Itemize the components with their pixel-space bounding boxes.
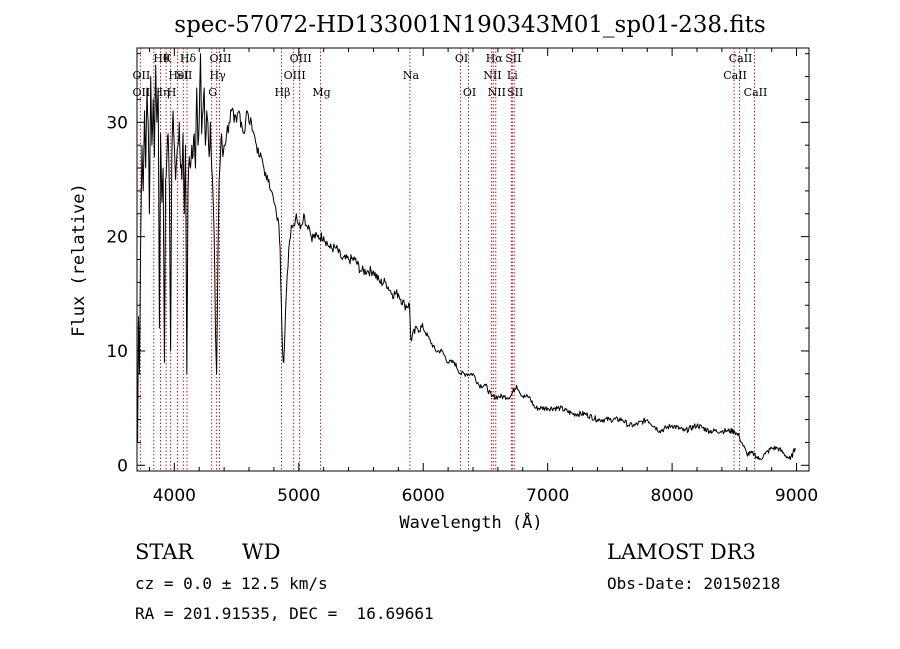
object-subclass: WD <box>242 540 280 564</box>
x-axis-ticks: 4000 5000 6000 7000 8000 9000 <box>148 48 818 506</box>
marker-label: SII <box>176 69 192 82</box>
marker-label: Mg <box>312 86 330 99</box>
marker-label: CaII <box>729 52 753 65</box>
object-type: STAR <box>135 540 194 564</box>
marker-label: Hδ <box>180 52 197 65</box>
x-tick-label: 7000 <box>526 486 569 506</box>
y-tick-label: 30 <box>106 113 128 133</box>
x-tick-label: 8000 <box>650 486 693 506</box>
marker-label: Hβ <box>275 86 291 99</box>
coordinates: RA = 201.91535, DEC = 16.69661 <box>135 604 434 623</box>
marker-label: OIII <box>209 52 231 65</box>
spectrum-line <box>137 53 796 461</box>
marker-label: Hγ <box>210 69 227 82</box>
y-tick-label: 0 <box>117 456 128 476</box>
y-tick-label: 10 <box>106 342 128 362</box>
marker-label: HeI <box>168 69 188 82</box>
x-tick-label: 5000 <box>277 486 320 506</box>
line-marker-labels: OIIOIIHθHηKHHeISIIHδGHγOIIIHβOIIIOIIIMgN… <box>133 52 768 99</box>
marker-label: SII <box>505 52 521 65</box>
survey-name: LAMOST DR3 <box>607 540 756 564</box>
observation-date: Obs-Date: 20150218 <box>607 574 780 593</box>
marker-label: CaII <box>723 69 747 82</box>
marker-label: OIII <box>284 69 306 82</box>
plot-frame <box>136 47 810 472</box>
marker-label: NII <box>483 69 501 82</box>
marker-label: CaII <box>744 86 768 99</box>
marker-label: Na <box>403 69 420 82</box>
y-axis-label: Flux (relative) <box>69 183 89 337</box>
marker-label: NII <box>488 86 506 99</box>
marker-label: H <box>167 86 177 99</box>
x-tick-label: 4000 <box>153 486 196 506</box>
y-tick-label: 20 <box>106 228 128 248</box>
marker-label: OII <box>133 69 151 82</box>
marker-label: OI <box>455 52 468 65</box>
x-tick-label: 6000 <box>402 486 445 506</box>
y-axis-ticks: 0 10 20 30 <box>106 53 809 476</box>
marker-label: Hα <box>486 52 504 65</box>
marker-label: Li <box>507 69 518 82</box>
marker-label: K <box>163 52 172 65</box>
line-markers <box>139 48 755 471</box>
marker-label: OI <box>463 86 476 99</box>
marker-label: OIII <box>290 52 312 65</box>
marker-label: G <box>208 86 217 99</box>
marker-label: SII <box>507 86 523 99</box>
x-axis-label: Wavelength (Å) <box>399 511 542 533</box>
chart-title: spec-57072-HD133001N190343M01_sp01-238.f… <box>174 12 765 38</box>
x-tick-label: 9000 <box>775 486 818 506</box>
redshift-cz: cz = 0.0 ± 12.5 km/s <box>135 574 328 593</box>
marker-label: Hθ <box>153 52 170 65</box>
marker-label: OII <box>133 86 151 99</box>
